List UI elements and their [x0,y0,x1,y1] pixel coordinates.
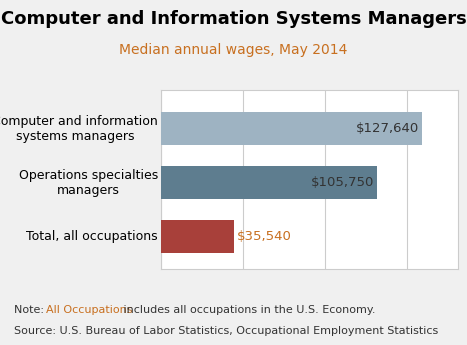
Text: Source: U.S. Bureau of Labor Statistics, Occupational Employment Statistics: Source: U.S. Bureau of Labor Statistics,… [14,326,438,336]
Text: Computer and Information Systems Managers: Computer and Information Systems Manager… [0,10,467,28]
Text: Total, all occupations: Total, all occupations [26,230,158,243]
Text: $127,640: $127,640 [356,122,419,135]
Bar [161,166,377,199]
Text: $105,750: $105,750 [311,176,375,189]
Text: Note:: Note: [14,305,48,315]
Text: Operations specialties
managers: Operations specialties managers [19,169,158,197]
Bar [161,112,422,145]
Text: All Occupations: All Occupations [46,305,132,315]
Text: Computer and information
systems managers: Computer and information systems manager… [0,115,158,142]
Bar [161,220,234,254]
Text: Median annual wages, May 2014: Median annual wages, May 2014 [119,43,348,57]
Text: $35,540: $35,540 [237,230,292,243]
Text: includes all occupations in the U.S. Economy.: includes all occupations in the U.S. Eco… [120,305,375,315]
